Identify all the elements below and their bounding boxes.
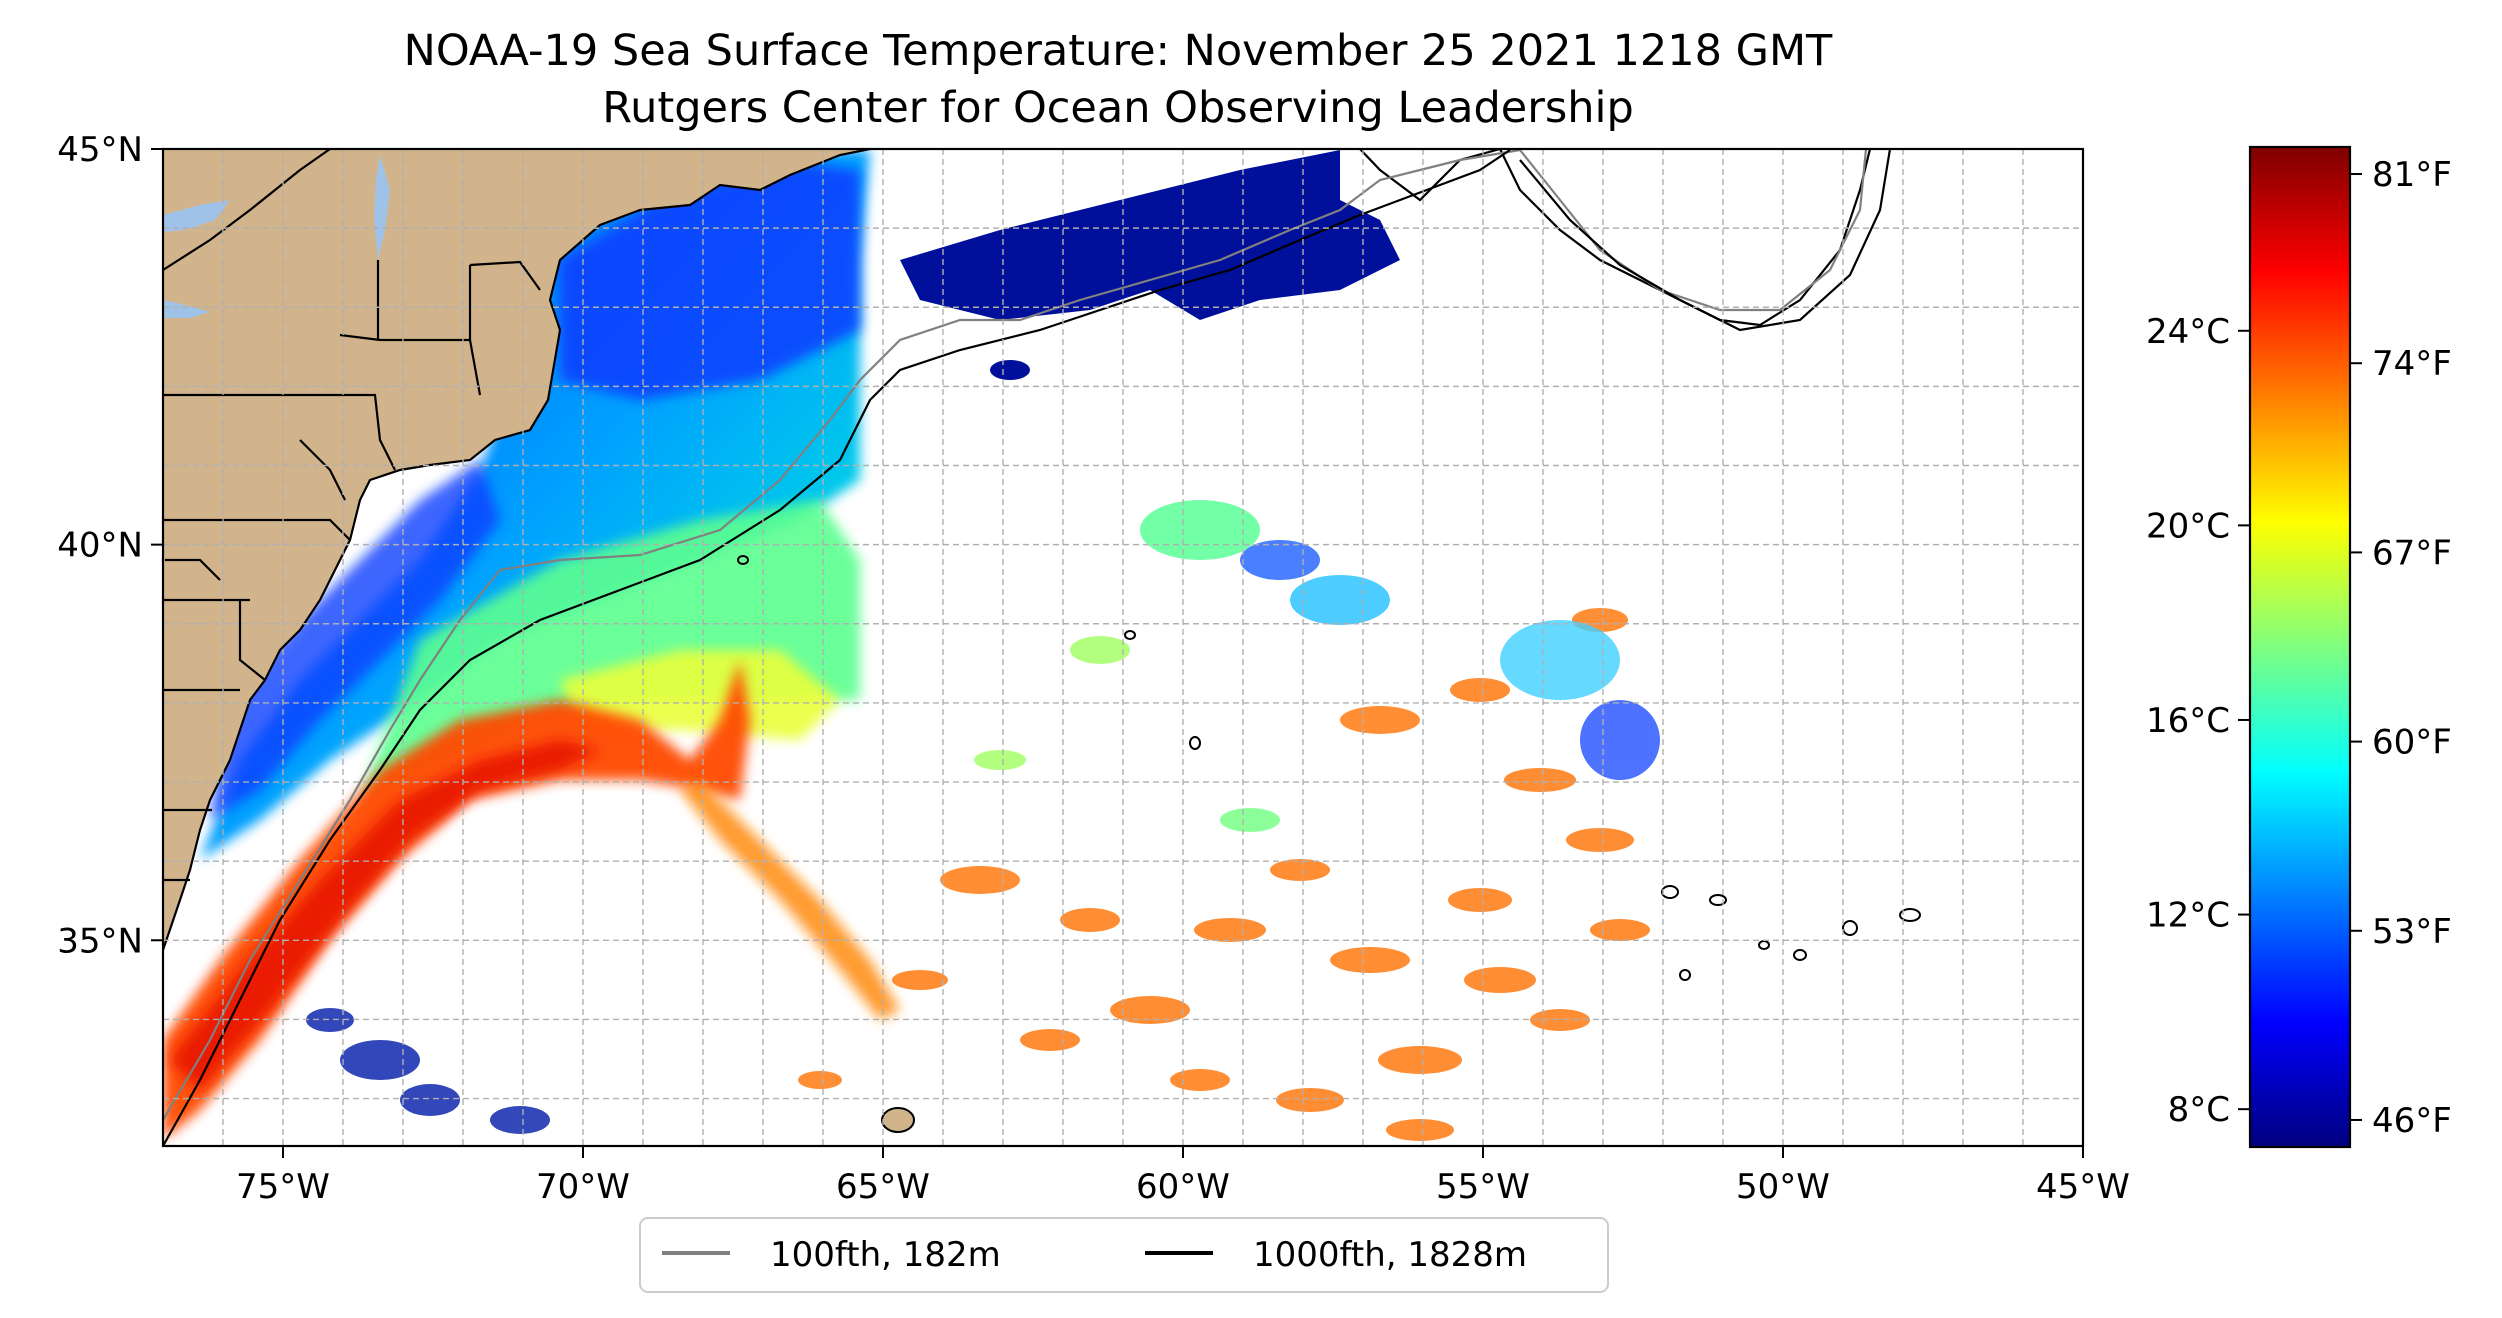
colorbar-c-label: 8°C — [2168, 1090, 2230, 1130]
lon-tick-label: 70°W — [536, 1167, 630, 1207]
lon-tick-label: 45°W — [2036, 1167, 2130, 1207]
isobath-100fth — [163, 149, 1868, 1121]
colorbar-c-label: 20°C — [2146, 506, 2230, 546]
colorbar-celsius-axis: 8°C 12°C 16°C 20°C 24°C — [2146, 312, 2250, 1130]
lakes — [163, 155, 390, 318]
lon-tick-label: 75°W — [236, 1167, 330, 1207]
colorbar-c-label: 12°C — [2146, 896, 2230, 936]
gridlines — [163, 149, 2083, 1146]
lat-tick-label: 40°N — [57, 526, 143, 566]
chart-subtitle: Rutgers Center for Ocean Observing Leade… — [602, 83, 1634, 133]
coastline — [163, 149, 871, 951]
lat-tick-label: 35°N — [57, 921, 143, 961]
sst-streamer — [680, 780, 900, 1020]
colorbar-c-label: 24°C — [2146, 312, 2230, 352]
legend-label-100fth: 100fth, 182m — [770, 1235, 1001, 1275]
land-north-america — [163, 149, 870, 950]
seamount-contours — [737, 555, 1921, 1133]
chart-title: NOAA-19 Sea Surface Temperature: Novembe… — [404, 26, 1833, 76]
sst-mixed-patches — [974, 500, 1660, 832]
colorbar-fahrenheit-axis: 46°F 53°F 60°F 67°F 74°F 81°F — [2350, 155, 2452, 1141]
lon-tick-label: 60°W — [1136, 1167, 1230, 1207]
sst-coastal-dark — [306, 1008, 550, 1134]
colorbar-f-label: 53°F — [2372, 912, 2452, 952]
legend-box — [639, 1217, 1609, 1293]
map-area — [163, 149, 2083, 1146]
sst-gulf-stream — [163, 660, 750, 1140]
lon-tick-label: 55°W — [1436, 1167, 1530, 1207]
colorbar-f-label: 81°F — [2372, 155, 2452, 195]
lon-tick-label: 65°W — [836, 1167, 930, 1207]
sst-warm-patches — [798, 608, 1650, 1141]
lat-tick-label: 45°N — [57, 130, 143, 170]
latitude-axis: 35°N 40°N 45°N — [57, 130, 163, 961]
legend: 100fth, 182m 1000fth, 1828m — [639, 1217, 1609, 1293]
state-borders — [163, 149, 541, 882]
colorbar-f-label: 60°F — [2372, 723, 2452, 763]
land-nova-scotia — [1359, 149, 1501, 202]
legend-label-1000fth: 1000fth, 1828m — [1253, 1235, 1527, 1275]
colorbar-f-label: 67°F — [2372, 533, 2452, 573]
map-frame — [161, 147, 2085, 1148]
colorbar-frame — [2248, 145, 2352, 1149]
isobath-1000fth — [163, 149, 1892, 1146]
lon-tick-label: 50°W — [1736, 1167, 1830, 1207]
colorbar-c-label: 16°C — [2146, 701, 2230, 741]
colorbar-f-label: 74°F — [2372, 344, 2452, 384]
longitude-axis: 75°W 70°W 65°W 60°W 55°W 50°W 45°W — [236, 1146, 2130, 1207]
sst-gulf-of-maine-core — [560, 160, 860, 400]
colorbar-f-label: 46°F — [2372, 1101, 2452, 1141]
sst-imagery — [163, 150, 1810, 1141]
colorbar-gradient — [2250, 147, 2350, 1147]
colorbar: 46°F 53°F 60°F 67°F 74°F 81°F 8°C 12°C 16°C 20°C… — [2146, 145, 2452, 1149]
